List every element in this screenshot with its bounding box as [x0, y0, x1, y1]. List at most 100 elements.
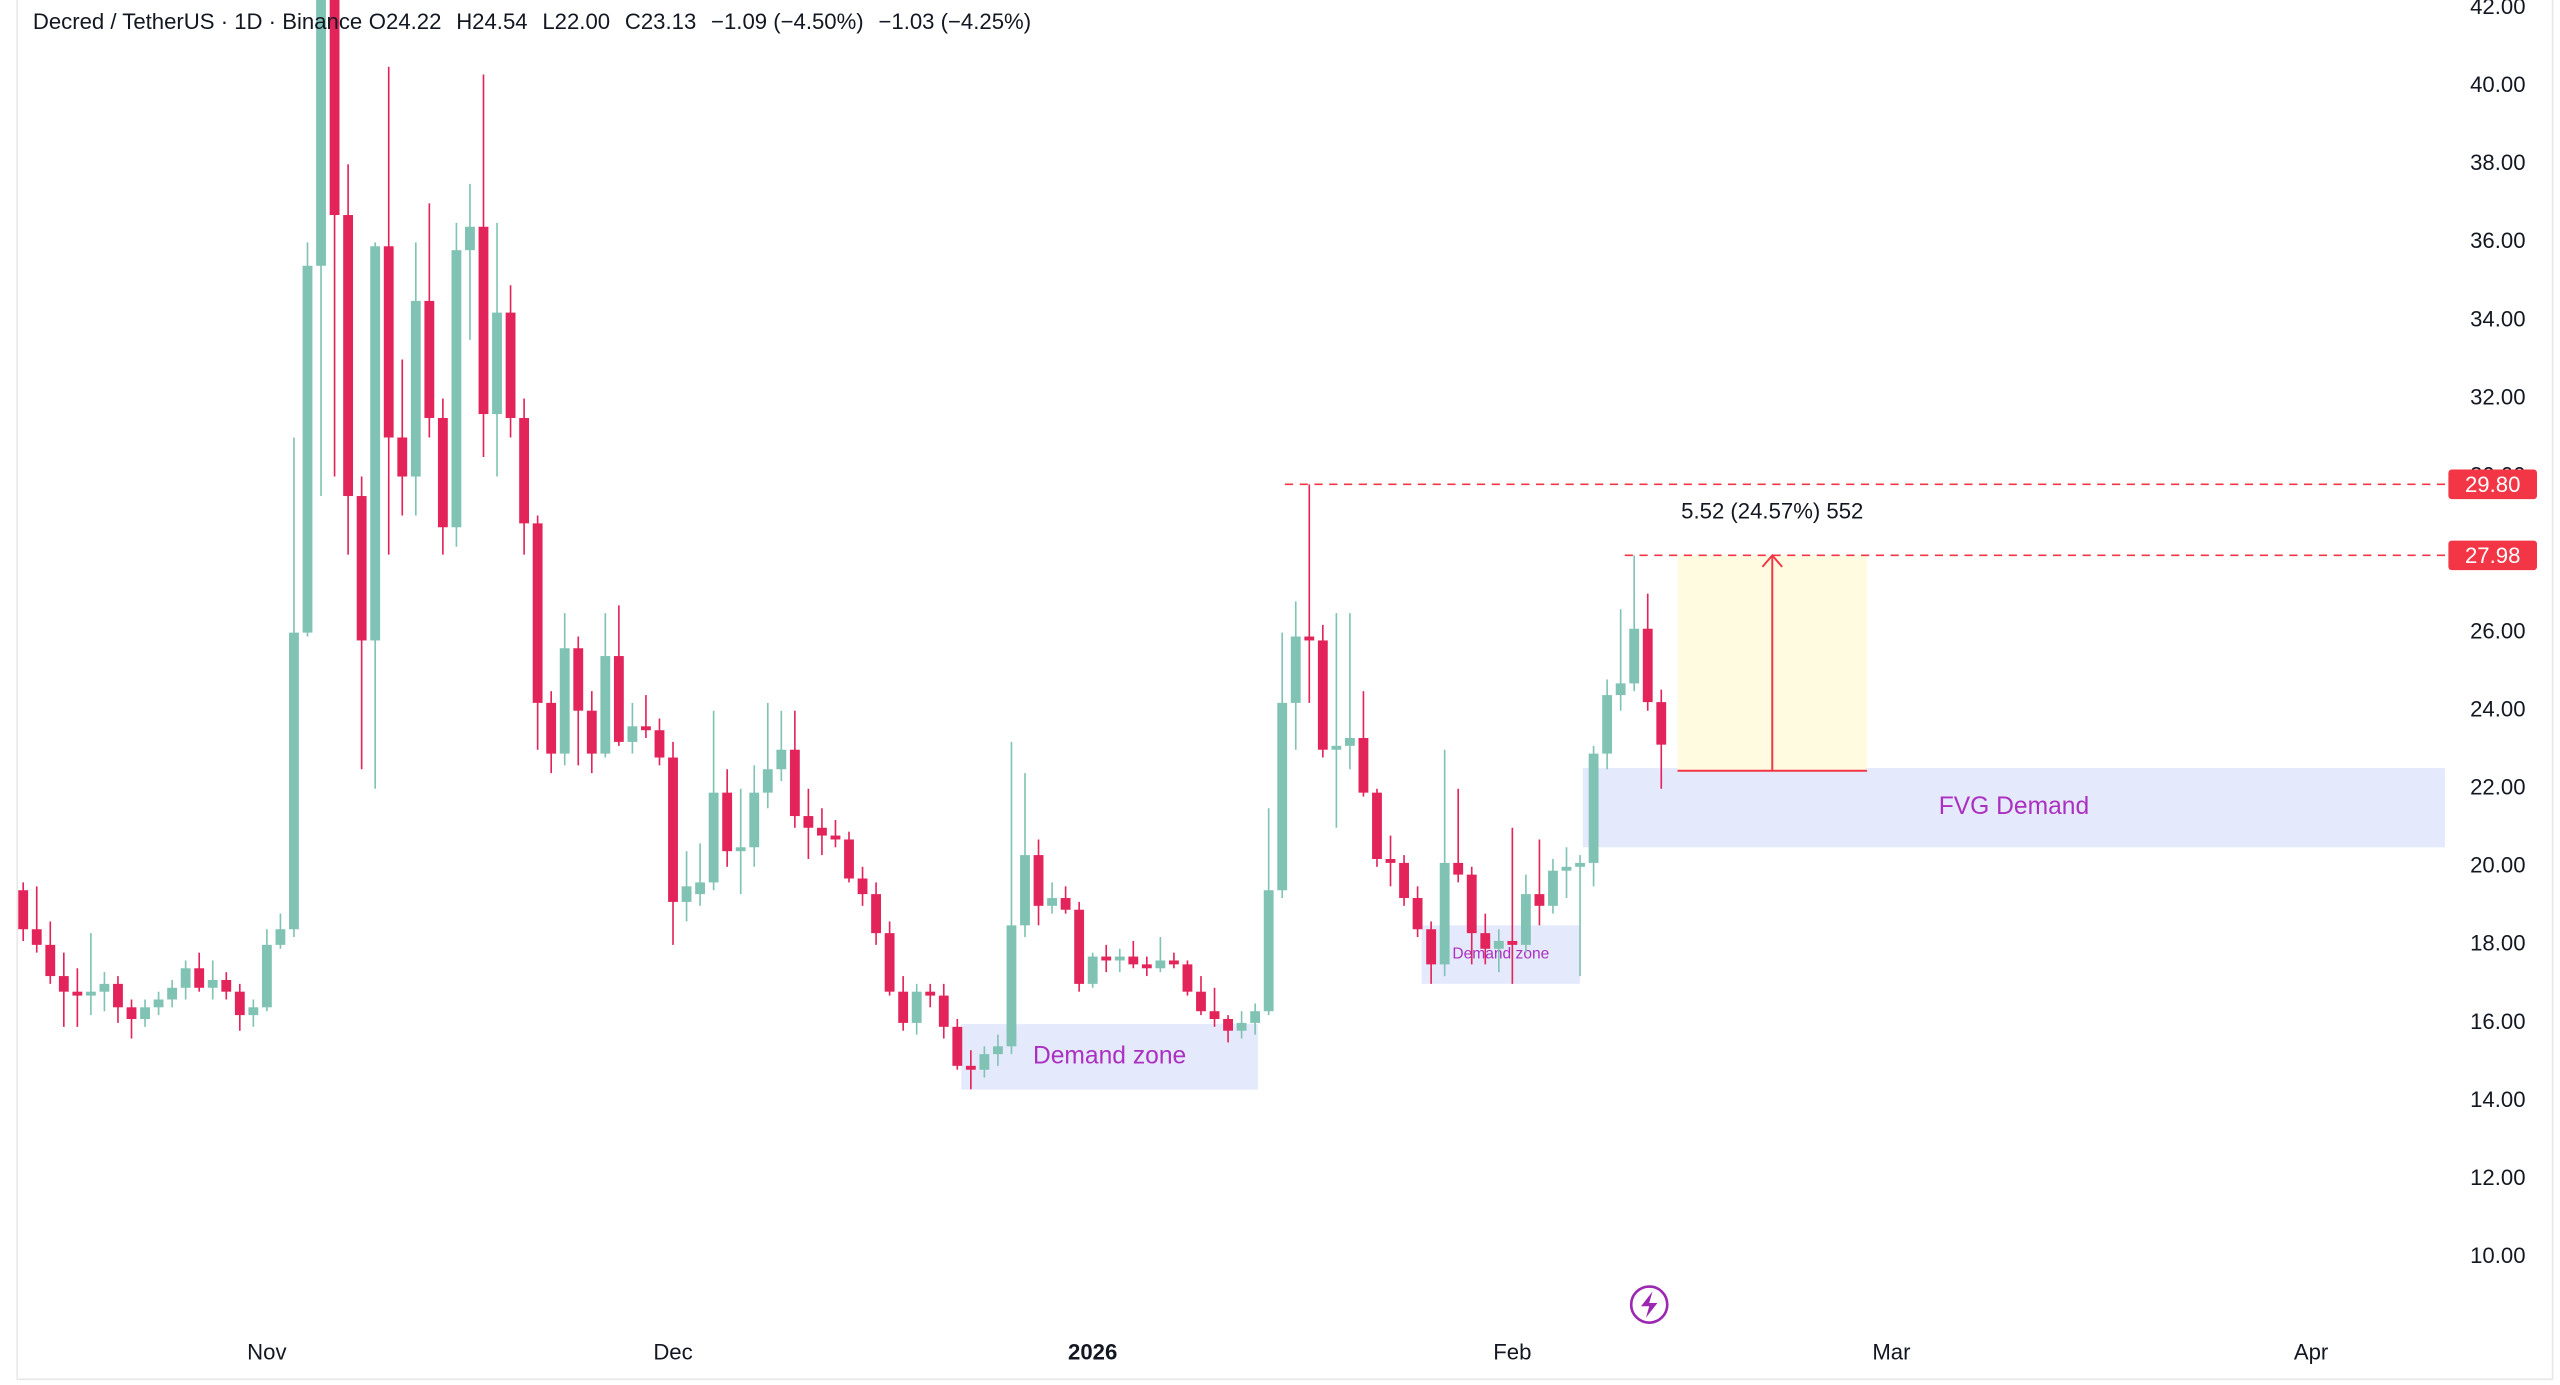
candle-body — [830, 835, 841, 840]
candle-body — [532, 523, 543, 703]
candle-body — [1020, 855, 1030, 926]
candle-body — [857, 878, 868, 895]
candle-body — [1047, 898, 1057, 906]
candle-body — [1074, 909, 1085, 984]
header: Decred / TetherUS · 1D · Binance O24.22 H2… — [33, 9, 1031, 34]
candle-body — [749, 792, 760, 848]
header-item: H24.54 — [456, 9, 527, 34]
candle-body — [18, 890, 29, 930]
candle-body — [302, 265, 313, 633]
candle-body — [1507, 940, 1518, 945]
candle-body — [113, 983, 123, 1008]
candle-body — [72, 991, 83, 996]
candle-body — [437, 417, 448, 528]
x-tick-label: Apr — [2294, 1340, 2328, 1365]
candle-body — [451, 250, 462, 528]
candle-body — [1263, 890, 1274, 1012]
y-tick-label: 16.00 — [2470, 1009, 2525, 1034]
y-tick-label: 32.00 — [2470, 384, 2525, 409]
candle-body — [234, 991, 245, 1016]
candle-body — [1575, 862, 1585, 867]
candle-body — [248, 1007, 259, 1016]
candle-body — [1642, 628, 1653, 703]
candle-body — [1466, 874, 1477, 934]
candle-body — [465, 226, 475, 251]
candle-body — [261, 944, 272, 1008]
header-item: C23.13 — [625, 9, 696, 34]
axes: 10.00 12.00 14.00 16.00 18.00 20.00 22.00 24.00… — [247, 0, 2538, 1365]
candle-body — [776, 749, 787, 770]
candle-body — [1182, 964, 1193, 992]
x-tick-label: Dec — [653, 1340, 692, 1365]
zone-label: FVG Demand — [1939, 793, 2089, 820]
candle-body — [356, 496, 367, 641]
alert-icon[interactable] — [1629, 1285, 1669, 1324]
x-tick-label: 2026 — [1068, 1340, 1117, 1365]
candle-body — [1317, 640, 1328, 750]
candle-body — [1236, 1022, 1247, 1031]
candle-body — [965, 1065, 976, 1070]
candle-body — [343, 215, 354, 497]
y-tick-label: 12.00 — [2470, 1165, 2525, 1190]
candle-body — [844, 839, 854, 879]
candle-body — [1588, 753, 1599, 863]
candle-body — [316, 0, 326, 266]
candle-body — [546, 702, 557, 754]
candle-body — [979, 1054, 990, 1070]
measure-arrowhead — [1761, 553, 1783, 568]
candle-body — [505, 312, 516, 418]
candle-body — [1060, 898, 1071, 910]
candle-body — [722, 792, 733, 852]
candle-body — [817, 827, 827, 836]
candle-body — [31, 929, 42, 945]
candle-body — [1399, 862, 1409, 899]
candle-body — [180, 968, 191, 988]
candle-body — [803, 816, 814, 828]
candle-body — [58, 976, 69, 992]
candle-body — [410, 300, 421, 477]
candle-body — [898, 991, 909, 1023]
candle-body — [194, 968, 205, 988]
candle-body — [695, 882, 706, 895]
candle-body — [925, 991, 936, 996]
candle-body — [1155, 960, 1166, 969]
candle-body — [1168, 960, 1179, 965]
candle-body — [1101, 956, 1112, 961]
measure-label: 5.52 (24.57%) 552 — [1681, 499, 1863, 524]
candle-body — [1331, 745, 1342, 750]
candle-body — [1412, 898, 1423, 930]
candle-body — [1087, 956, 1098, 984]
candle-body — [654, 730, 665, 758]
y-tick-label: 38.00 — [2470, 150, 2525, 175]
x-tick-label: Feb — [1493, 1340, 1531, 1365]
candle-body — [641, 726, 651, 731]
candle-body — [586, 710, 597, 754]
candle-body — [1615, 683, 1626, 696]
candle-body — [938, 995, 949, 1027]
candle-body — [992, 1046, 1003, 1055]
candle-body — [668, 757, 678, 902]
level-badge — [2448, 469, 2538, 500]
candle-body — [329, 0, 340, 216]
candle-body — [884, 933, 895, 992]
y-tick-label: 26.00 — [2470, 618, 2525, 643]
candle-body — [1141, 964, 1152, 969]
y-tick-label: 40.00 — [2470, 72, 2525, 97]
candle-body — [1602, 695, 1613, 754]
y-tick-label: 10.00 — [2470, 1243, 2525, 1268]
candle-body — [1033, 855, 1044, 906]
candle-body — [167, 987, 178, 1000]
candle-body — [1493, 940, 1504, 949]
candle-body — [221, 979, 232, 992]
y-tick-label: 20.00 — [2470, 853, 2525, 878]
candle-body — [1548, 870, 1558, 906]
header-item: Decred / TetherUS · 1D · Binance — [33, 9, 362, 34]
candle-body — [99, 983, 110, 992]
candle-body — [126, 1007, 137, 1020]
candle-body — [911, 991, 922, 1023]
candle-body — [1196, 991, 1206, 1012]
candle-body — [559, 648, 570, 754]
level-badge — [2448, 540, 2538, 571]
